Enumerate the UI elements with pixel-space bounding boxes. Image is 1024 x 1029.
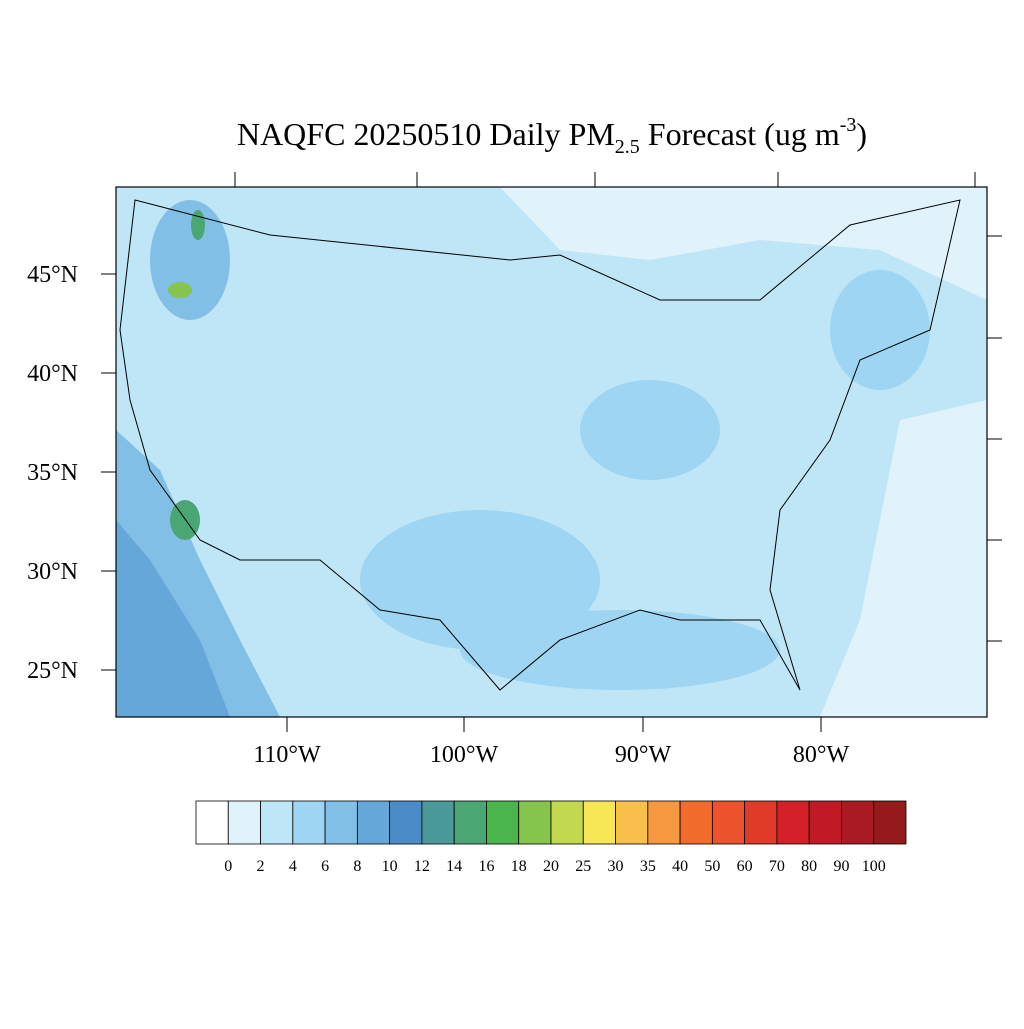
colorbar-label: 20 — [543, 858, 559, 875]
colorbar-box — [195, 800, 229, 845]
lon-label: 80°W — [793, 742, 850, 768]
colorbar-box — [324, 800, 358, 845]
colorbar-box — [260, 800, 294, 845]
lat-label: 30°N — [27, 559, 78, 585]
colorbar-label: 16 — [478, 858, 494, 875]
colorbar-box — [711, 800, 746, 845]
colorbar-box — [356, 800, 391, 845]
map-frame — [115, 186, 988, 718]
colorbar-label: 30 — [608, 858, 624, 875]
colorbar-label: 18 — [511, 858, 527, 875]
title: NAQFC 20250510 Daily PM2.5 Forecast (ug … — [237, 114, 867, 158]
lat-label: 25°N — [27, 658, 78, 684]
colorbar-box — [744, 800, 778, 845]
title-sup: -3 — [840, 114, 857, 136]
colorbar-box — [615, 800, 649, 845]
colorbar-label: 14 — [446, 858, 462, 875]
colorbar-box — [453, 800, 487, 845]
colorbar-label: 60 — [737, 858, 753, 875]
colorbar-box — [679, 800, 713, 845]
colorbar-box — [776, 800, 810, 845]
map-field — [116, 187, 987, 717]
colorbar-label: 10 — [382, 858, 398, 875]
title-sub: 2.5 — [615, 136, 640, 158]
colorbar-box — [486, 800, 520, 845]
title-main: NAQFC 20250510 Daily PM — [237, 116, 615, 152]
colorbar-label: 12 — [414, 858, 430, 875]
lon-label: 100°W — [430, 742, 499, 768]
lat-label: 45°N — [27, 262, 78, 288]
colorbar-label: 40 — [672, 858, 688, 875]
colorbar-label: 25 — [575, 858, 591, 875]
colorbar-label: 0 — [224, 858, 232, 875]
colorbar-label: 50 — [704, 858, 720, 875]
colorbar-box — [808, 800, 842, 845]
colorbar-box — [518, 800, 552, 845]
ticks — [234, 172, 1002, 642]
colorbar-box — [582, 800, 616, 845]
lon-label: 110°W — [253, 742, 321, 768]
colorbar-label: 70 — [769, 858, 785, 875]
title-end: ) — [856, 116, 867, 152]
colorbar-box — [227, 800, 261, 845]
lon-label: 90°W — [615, 742, 672, 768]
colorbar-box — [421, 800, 455, 845]
colorbar-box — [647, 800, 681, 845]
colorbar-box — [389, 800, 423, 845]
lat-label: 40°N — [27, 361, 78, 387]
colorbar-box — [292, 800, 326, 845]
colorbar-label: 35 — [640, 858, 656, 875]
colorbar-label: 4 — [289, 858, 297, 875]
colorbar-label: 90 — [833, 858, 849, 875]
title-after: Forecast (ug m — [640, 116, 840, 152]
colorbar-label: 6 — [321, 858, 329, 875]
lat-label: 35°N — [27, 460, 78, 486]
colorbar-label: 2 — [257, 858, 265, 875]
colorbar-label: 80 — [801, 858, 817, 875]
colorbar-box — [873, 800, 907, 845]
colorbar-box — [841, 800, 875, 845]
colorbar-label: 8 — [353, 858, 361, 875]
colorbar-label: 100 — [862, 858, 886, 875]
colorbar-box — [550, 800, 584, 845]
